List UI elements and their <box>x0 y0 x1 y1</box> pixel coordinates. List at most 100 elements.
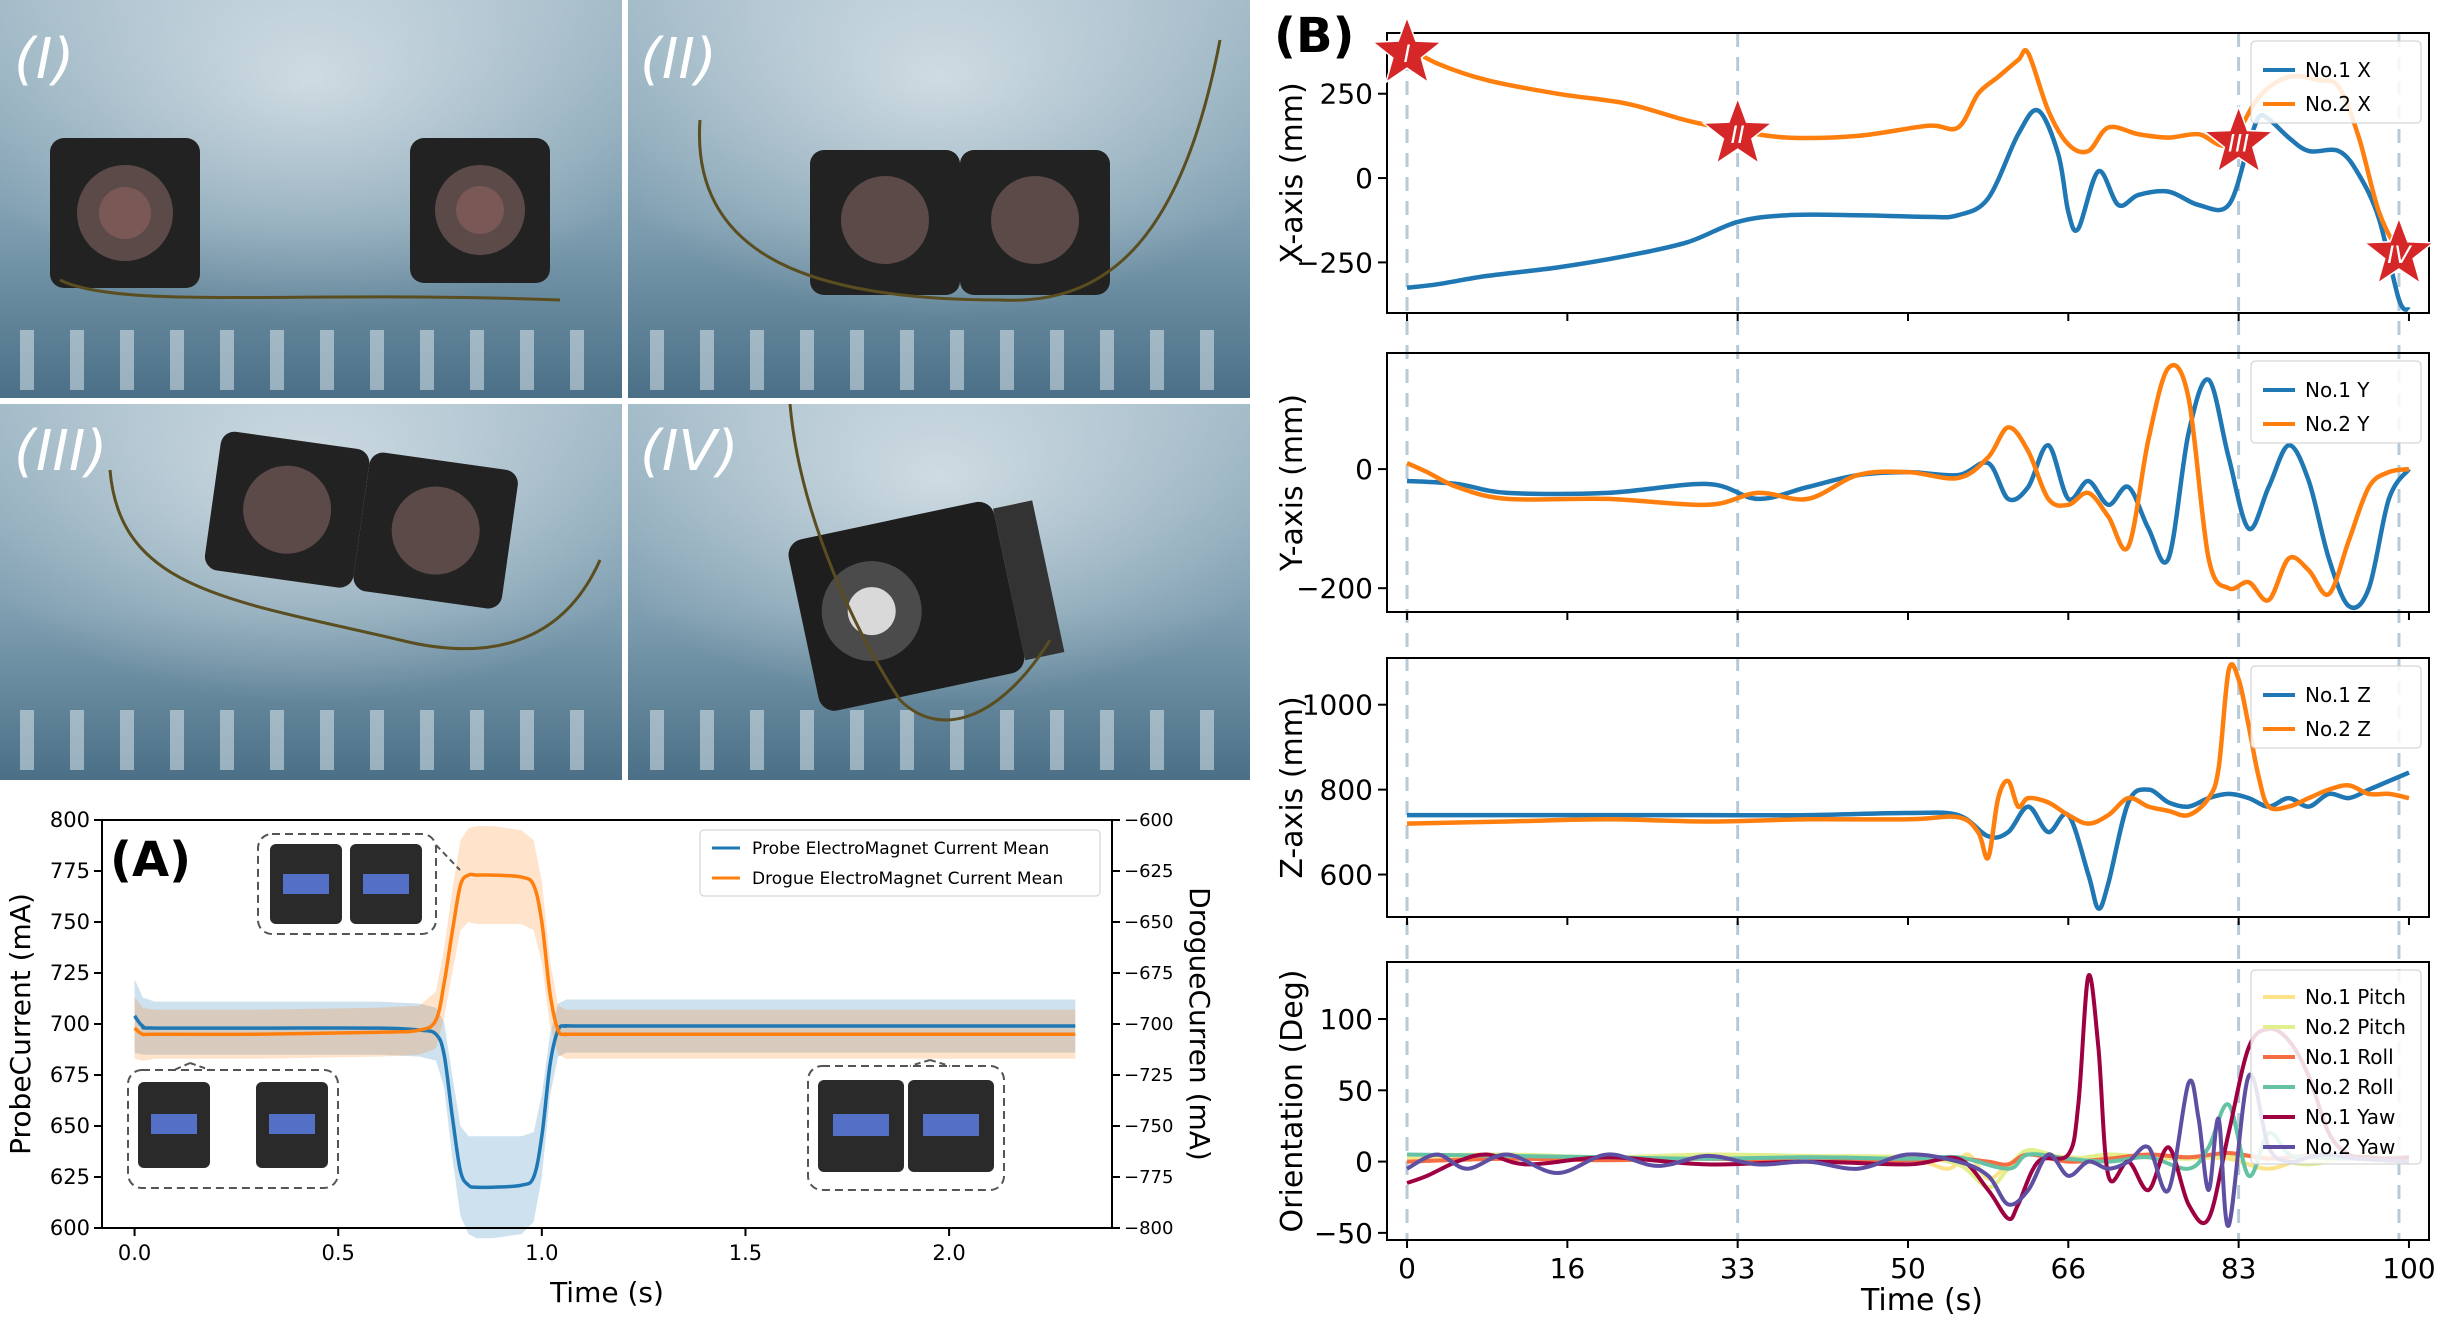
a-y-tick-label-right: −775 <box>1124 1167 1173 1188</box>
a-y-tick-label-right: −750 <box>1124 1116 1173 1137</box>
b-series-line <box>1406 377 2411 611</box>
b-legend: No.1 Pitch No.2 Pitch No.1 Roll No.2 Roll No… <box>2250 969 2422 1165</box>
b-legend-item: No.1 X <box>2305 58 2371 82</box>
a-y-ticks-right: −800 −775 −750 −725 −700 −675 −650 −625 −600 <box>1112 810 1173 1239</box>
b-y-tick-label: 800 <box>1320 774 1373 807</box>
b-y-tick-label: 250 <box>1320 78 1373 111</box>
photo-II: (II) <box>628 0 1250 398</box>
b-y-tick-label: −50 <box>1314 1217 1373 1250</box>
b-y-tick-label: 0 <box>1355 1146 1373 1179</box>
event-star-label: II <box>1731 121 1745 149</box>
b-legend-item: No.2 Yaw <box>2305 1135 2395 1159</box>
a-y-tick-label-right: −600 <box>1124 810 1173 831</box>
a-x-axis-label: Time (s) <box>549 1276 664 1309</box>
a-series-line <box>133 872 1076 1037</box>
chart-panel-a: 0.0 0.5 1.0 1.5 2.0 600 625 650 675 700 725 750 775… <box>4 808 1216 1309</box>
a-y-tick-label: 675 <box>50 1063 90 1087</box>
b-x-tick-label: 100 <box>2382 1252 2435 1285</box>
photo-label: (II) <box>640 27 717 92</box>
photo-label: (IV) <box>640 419 739 484</box>
a-y-tick-label-right: −725 <box>1124 1065 1173 1086</box>
photo-label: (I) <box>14 27 74 92</box>
a-y-tick-label: 750 <box>50 910 90 934</box>
b-series-line <box>1406 662 2410 861</box>
photo-label: (III) <box>14 419 107 484</box>
b-legend-item: No.2 Pitch <box>2305 1015 2406 1039</box>
b-x-tick-label: 33 <box>1720 1252 1756 1285</box>
a-y-tick-label: 775 <box>50 859 90 883</box>
a-band-0 <box>134 979 1076 1239</box>
event-star: III <box>2202 104 2275 174</box>
a-y-axis-label: ProbeCurrent (mA) <box>4 893 37 1155</box>
b-x-tick-label: 66 <box>2050 1252 2086 1285</box>
b-series-group <box>1406 362 2411 611</box>
b-legend-item: No.1 Z <box>2305 683 2371 707</box>
b-y-tick-label: −250 <box>1296 246 1373 279</box>
photo-I: (I) <box>0 0 622 398</box>
a-y-tick-label-right: −800 <box>1124 1218 1173 1239</box>
panel-a-label: (A) <box>110 832 191 888</box>
b-y-tick-label: −200 <box>1296 572 1373 605</box>
b-legend: No.1 Y No.2 Y <box>2250 360 2422 444</box>
b-legend-item: No.2 Z <box>2305 717 2371 741</box>
a-band-1 <box>134 826 1076 1061</box>
b-y-axis-label: Z-axis (mm) <box>1275 696 1310 878</box>
a-y-tick-label: 800 <box>50 808 90 832</box>
b-legend: No.1 X No.2 X <box>2250 40 2422 124</box>
b-series-line <box>1407 770 2410 911</box>
b-x-tick-label: 16 <box>1550 1252 1586 1285</box>
a-x-tick-label: 1.5 <box>729 1241 762 1265</box>
a-y-tick-label: 600 <box>50 1216 90 1240</box>
photo-III: (III) <box>0 404 622 780</box>
event-star-label: III <box>2228 130 2249 158</box>
b-subplot-3: 1000 800 600 Z-axis (mm) No.1 Z No.2 Z <box>1275 657 2430 925</box>
b-y-tick-label: 1000 <box>1302 689 1373 722</box>
a-y-tick-label: 625 <box>50 1165 90 1189</box>
robot-rotated <box>788 500 1065 711</box>
b-vertical-guides <box>1405 33 2401 1240</box>
a-series-line <box>133 1014 1076 1190</box>
a-x-tick-label: 0.0 <box>118 1241 151 1265</box>
event-star-label: IV <box>2387 241 2412 269</box>
inset-separated-left <box>127 1062 339 1189</box>
a-y-tick-label-right: −700 <box>1124 1014 1173 1035</box>
b-x-axis-label: Time (s) <box>1860 1283 1983 1317</box>
inset-docked-right <box>807 1059 1005 1191</box>
b-legend-item: No.2 X <box>2305 92 2371 116</box>
event-star: IV <box>2362 215 2436 285</box>
a-confidence-bands <box>134 826 1076 1239</box>
b-series-group <box>1406 662 2410 911</box>
a-x-tick-label: 0.5 <box>322 1241 355 1265</box>
a-series-lines <box>133 872 1076 1190</box>
b-y-tick-label: 0 <box>1355 162 1373 195</box>
b-subplot-4: 100 50 0 −50 0 16 33 50 66 83 100 Orientation (Deg)… <box>1275 961 2436 1285</box>
b-legend-item: No.1 Y <box>2305 378 2370 402</box>
event-star: I <box>1370 15 1444 85</box>
a-legend: Probe ElectroMagnet Current Mean Drogue … <box>699 829 1101 897</box>
b-legend-item: No.1 Yaw <box>2305 1105 2395 1129</box>
b-y-tick-label: 600 <box>1320 859 1373 892</box>
robot-module <box>50 138 200 288</box>
a-y-tick-label-right: −625 <box>1124 861 1173 882</box>
a-x-ticks: 0.0 0.5 1.0 1.5 2.0 <box>118 1228 966 1265</box>
b-legend-item: No.2 Y <box>2305 412 2370 436</box>
b-y-axis-label: X-axis (mm) <box>1275 82 1310 263</box>
b-x-tick-label: 50 <box>1890 1252 1926 1285</box>
b-legend-item: No.1 Pitch <box>2305 985 2406 1009</box>
a-y-ticks: 600 625 650 675 700 725 750 775 800 <box>50 808 102 1240</box>
robot-pair-docked <box>810 150 1110 295</box>
event-star: II <box>1701 96 1774 166</box>
a-y-tick-label: 650 <box>50 1114 90 1138</box>
b-y-tick-label: 0 <box>1355 453 1373 486</box>
robot-pair-tilted <box>204 431 518 609</box>
inset-docked-top <box>257 833 461 935</box>
panel-b-label: (B) <box>1274 8 1354 64</box>
b-legend: No.1 Z No.2 Z <box>2250 665 2422 749</box>
a-y-axis-label-right: DrogueCurren (mA) <box>1183 887 1216 1161</box>
b-y-axis-label: Orientation (Deg) <box>1275 970 1310 1233</box>
